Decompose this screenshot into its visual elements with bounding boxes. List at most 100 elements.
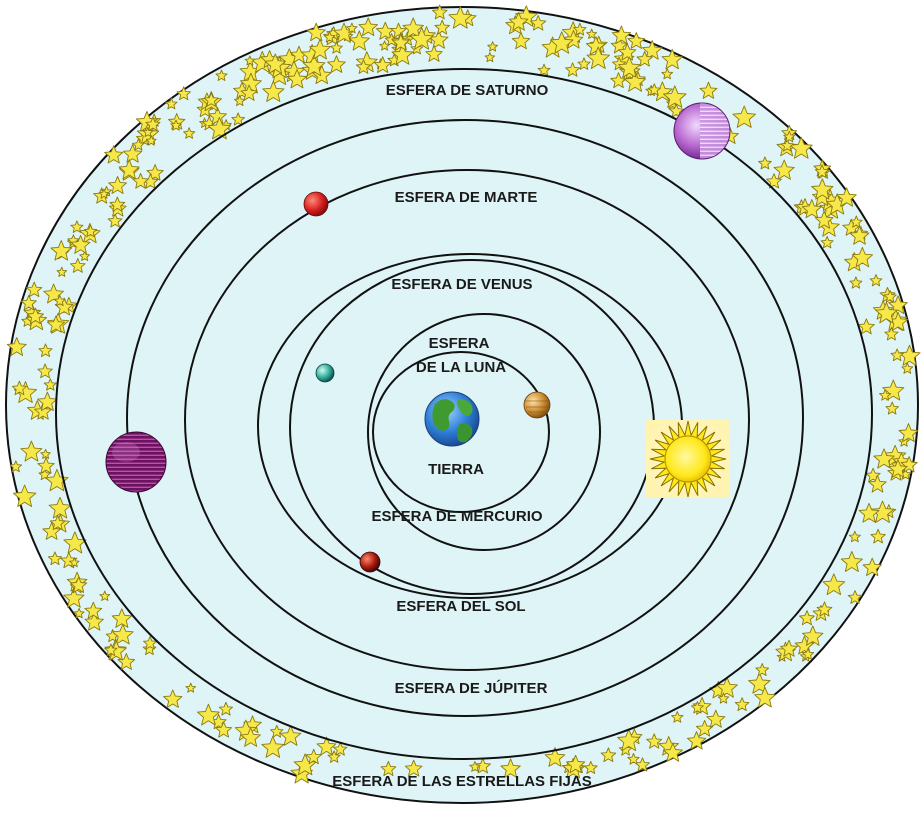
star-icon [577, 57, 591, 70]
star-icon [380, 760, 397, 777]
star-icon [617, 728, 641, 752]
star-icon [849, 276, 863, 289]
star-icon [203, 92, 219, 107]
star-icon [849, 225, 870, 245]
star-icon [802, 625, 824, 646]
star-icon [814, 164, 830, 179]
star-icon [163, 689, 183, 708]
star-icon [868, 475, 887, 493]
star-icon [794, 635, 815, 655]
star-icon [699, 81, 718, 99]
star-icon [70, 220, 84, 233]
moon-icon [315, 363, 335, 383]
star-icon [70, 258, 86, 273]
star-icon [47, 551, 63, 566]
star-icon [11, 380, 28, 396]
star-icon [240, 84, 258, 101]
star-icon [327, 750, 341, 763]
star-icon [118, 159, 140, 180]
star-icon [586, 28, 598, 39]
star-icon [379, 40, 390, 51]
star-icon [901, 362, 914, 374]
star-icon [857, 318, 875, 335]
star-icon [671, 711, 684, 723]
moon-orbit [372, 351, 550, 513]
star-icon [358, 17, 378, 37]
star-icon [391, 43, 414, 65]
star-icon [215, 721, 233, 738]
star-icon [873, 448, 895, 469]
star-icon [816, 601, 833, 617]
star-icon [38, 468, 51, 481]
star-icon [145, 116, 161, 132]
star-icon [869, 274, 883, 287]
star-icon [812, 187, 832, 207]
star-icon [766, 173, 782, 189]
star-icon [142, 126, 154, 138]
star-icon [132, 172, 149, 189]
star-icon [34, 402, 53, 420]
earth-icon [424, 391, 480, 447]
star-icon [636, 50, 653, 67]
star-icon [38, 343, 53, 358]
star-icon [530, 15, 547, 31]
star-icon [117, 653, 136, 670]
star-icon [801, 647, 815, 660]
star-icon [627, 752, 640, 765]
star-icon [69, 557, 80, 568]
star-icon [45, 468, 69, 492]
star-icon [293, 753, 317, 776]
star-icon [550, 31, 574, 54]
star-icon [6, 337, 27, 356]
star-icon [9, 460, 23, 473]
star-icon [218, 701, 234, 716]
label-sol: ESFERA DEL SOL [396, 598, 525, 615]
star-icon [264, 53, 286, 74]
star-icon [469, 761, 481, 772]
star-icon [73, 607, 85, 619]
star-icon [330, 41, 343, 54]
star-icon [600, 747, 617, 763]
mars-icon [303, 191, 329, 217]
star-icon [773, 159, 795, 180]
star-icon [448, 6, 473, 29]
mercury-orbit [367, 313, 601, 551]
star-icon [883, 290, 897, 303]
label-venus: ESFERA DE VENUS [391, 276, 532, 293]
star-icon [848, 530, 861, 543]
star-icon [487, 41, 499, 52]
star-icon [50, 240, 73, 261]
star-icon [847, 590, 863, 604]
star-icon [508, 11, 529, 31]
star-icon [585, 36, 606, 56]
star-icon [402, 17, 424, 38]
star-icon [641, 40, 663, 60]
star-icon [573, 22, 587, 36]
star-icon [323, 31, 336, 43]
star-icon [822, 573, 846, 596]
star-icon [215, 69, 228, 81]
star-icon [500, 758, 521, 778]
star-icon [879, 389, 892, 401]
star-icon [12, 484, 37, 507]
star-icon [716, 676, 738, 698]
star-icon [132, 138, 145, 151]
star-icon [170, 119, 182, 131]
star-icon [858, 502, 880, 523]
star-icon [820, 235, 834, 249]
star-icon [409, 27, 434, 50]
star-icon [107, 213, 123, 228]
star-icon [373, 56, 392, 73]
label-saturno: ESFERA DE SATURNO [386, 82, 549, 99]
star-icon [104, 643, 118, 657]
mars-orbit [184, 169, 750, 671]
star-icon [434, 19, 450, 35]
star-icon [840, 550, 863, 572]
star-icon [663, 85, 687, 108]
star-icon [70, 576, 88, 593]
star-icon [898, 344, 921, 366]
star-icon [814, 210, 834, 229]
star-icon [875, 301, 898, 324]
star-icon [20, 294, 37, 311]
star-icon [392, 33, 410, 51]
